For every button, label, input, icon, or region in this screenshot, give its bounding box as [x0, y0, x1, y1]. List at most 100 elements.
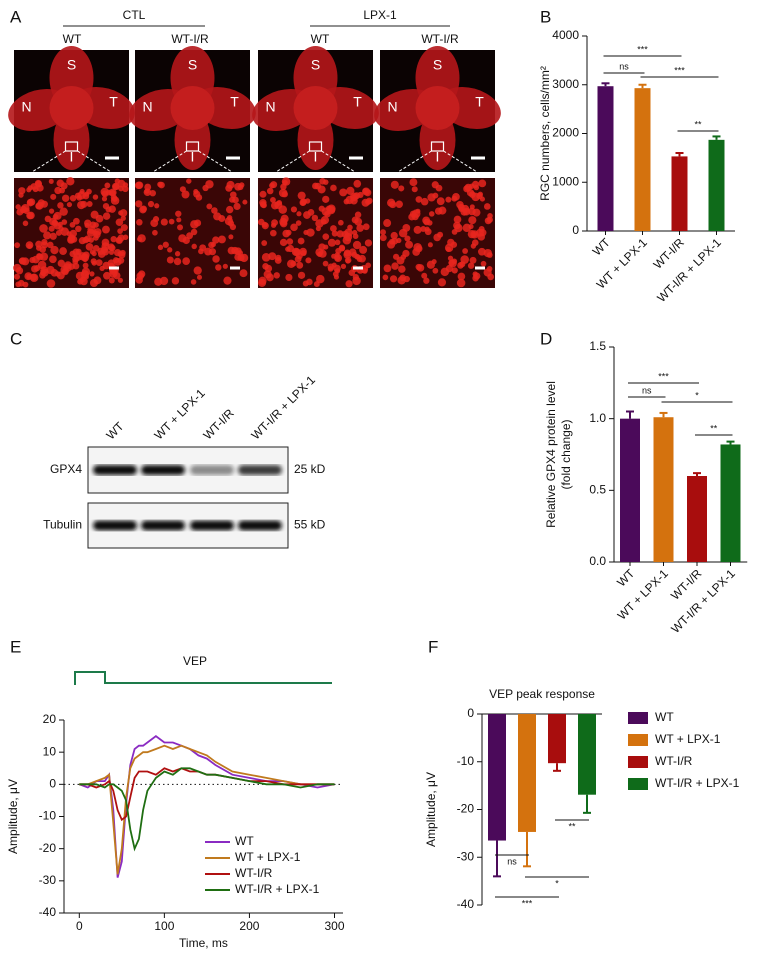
ganglion-cell [352, 240, 362, 250]
series-line [79, 744, 335, 875]
ganglion-cell [290, 223, 298, 232]
ganglion-cell [196, 274, 203, 280]
ganglion-cell [104, 182, 111, 189]
ganglion-cell [297, 191, 306, 200]
ganglion-cell [86, 188, 92, 195]
ganglion-cell [99, 265, 105, 272]
ganglion-cell [447, 255, 454, 261]
orientation-label: S [433, 57, 442, 73]
ganglion-cell [345, 280, 353, 288]
ganglion-cell [325, 205, 332, 212]
ganglion-cell [431, 259, 437, 265]
ganglion-cell [305, 257, 312, 264]
ganglion-cell [365, 262, 372, 269]
ganglion-cell [101, 242, 110, 251]
ganglion-cell [323, 179, 329, 185]
ganglion-cell [18, 187, 26, 195]
ganglion-cell [402, 223, 411, 232]
ganglion-cell [46, 265, 55, 275]
ganglion-cell [424, 228, 432, 236]
ganglion-cell [395, 200, 403, 208]
stimulus-trace [74, 671, 332, 685]
panel-letter: C [10, 329, 22, 348]
ganglion-cell [137, 236, 143, 242]
ganglion-cell [110, 235, 117, 243]
ganglion-cell [421, 272, 428, 279]
ganglion-cell [334, 239, 341, 246]
ganglion-cell [110, 194, 118, 201]
ganglion-cell [217, 235, 226, 244]
bar [548, 714, 566, 764]
ganglion-cell [415, 196, 423, 203]
legend-label: WT + LPX-1 [235, 850, 301, 864]
ganglion-cell [389, 238, 396, 245]
ganglion-cell [431, 181, 439, 189]
ganglion-cell [327, 263, 335, 271]
ganglion-cell [108, 277, 115, 284]
ganglion-cell [72, 217, 80, 225]
stimulus-label: VEP [183, 654, 207, 668]
legend-label: WT-I/R + LPX-1 [235, 882, 320, 896]
ganglion-cell [48, 208, 55, 214]
significance-label: ** [710, 423, 718, 433]
ganglion-cell [354, 211, 362, 219]
ganglion-cell [478, 226, 485, 232]
ganglion-cell [396, 256, 405, 265]
ganglion-cell [89, 221, 97, 229]
ganglion-cell [29, 273, 39, 283]
blot-band [238, 465, 282, 475]
ganglion-cell [228, 234, 234, 240]
ganglion-cell [66, 201, 73, 208]
ganglion-cell [92, 194, 99, 200]
ganglion-cell [436, 197, 445, 206]
ganglion-cell [304, 198, 311, 204]
ganglion-cell [75, 225, 82, 233]
ganglion-cell [50, 245, 59, 255]
significance-label: * [695, 390, 699, 400]
ganglion-cell [22, 220, 29, 227]
y-tick-label: -10 [457, 754, 475, 768]
significance-label: * [555, 878, 559, 888]
column-label: WT [63, 32, 82, 46]
ganglion-cell [108, 249, 115, 255]
ganglion-cell [85, 243, 94, 251]
ganglion-cell [266, 273, 274, 282]
ganglion-cell [25, 241, 34, 249]
ganglion-cell [61, 219, 68, 225]
group-label: LPX-1 [363, 8, 397, 22]
ganglion-cell [77, 278, 84, 285]
ganglion-cell [279, 219, 288, 228]
ganglion-cell [415, 208, 421, 214]
lane-label: WT + LPX-1 [151, 386, 207, 442]
lane-label: WT [103, 419, 127, 443]
bar [687, 476, 707, 562]
ganglion-cell [320, 219, 327, 225]
ganglion-cell [14, 242, 21, 249]
ganglion-cell [345, 258, 351, 264]
row-label: GPX4 [50, 462, 82, 476]
ganglion-cell [97, 247, 105, 255]
ganglion-cell [413, 225, 422, 234]
ganglion-cell [405, 240, 414, 249]
ganglion-cell [270, 229, 277, 237]
y-tick-label: 1.5 [589, 339, 606, 353]
ganglion-cell [348, 248, 357, 256]
series-line [79, 767, 335, 852]
ganglion-cell [120, 215, 126, 221]
retina-center [415, 86, 460, 130]
bar [518, 714, 536, 832]
ganglion-cell [383, 219, 392, 228]
ganglion-cell [105, 189, 112, 196]
ganglion-cell [479, 196, 485, 202]
ganglion-cell [317, 185, 326, 194]
significance-label: ns [642, 385, 652, 395]
bar [720, 444, 741, 562]
retina-center [170, 86, 215, 130]
ganglion-cell [222, 263, 228, 269]
y-tick-label: -40 [457, 897, 475, 911]
ganglion-cell [154, 203, 160, 209]
ganglion-cell [486, 252, 493, 258]
ganglion-cell [80, 270, 90, 279]
ganglion-cell [296, 211, 302, 217]
